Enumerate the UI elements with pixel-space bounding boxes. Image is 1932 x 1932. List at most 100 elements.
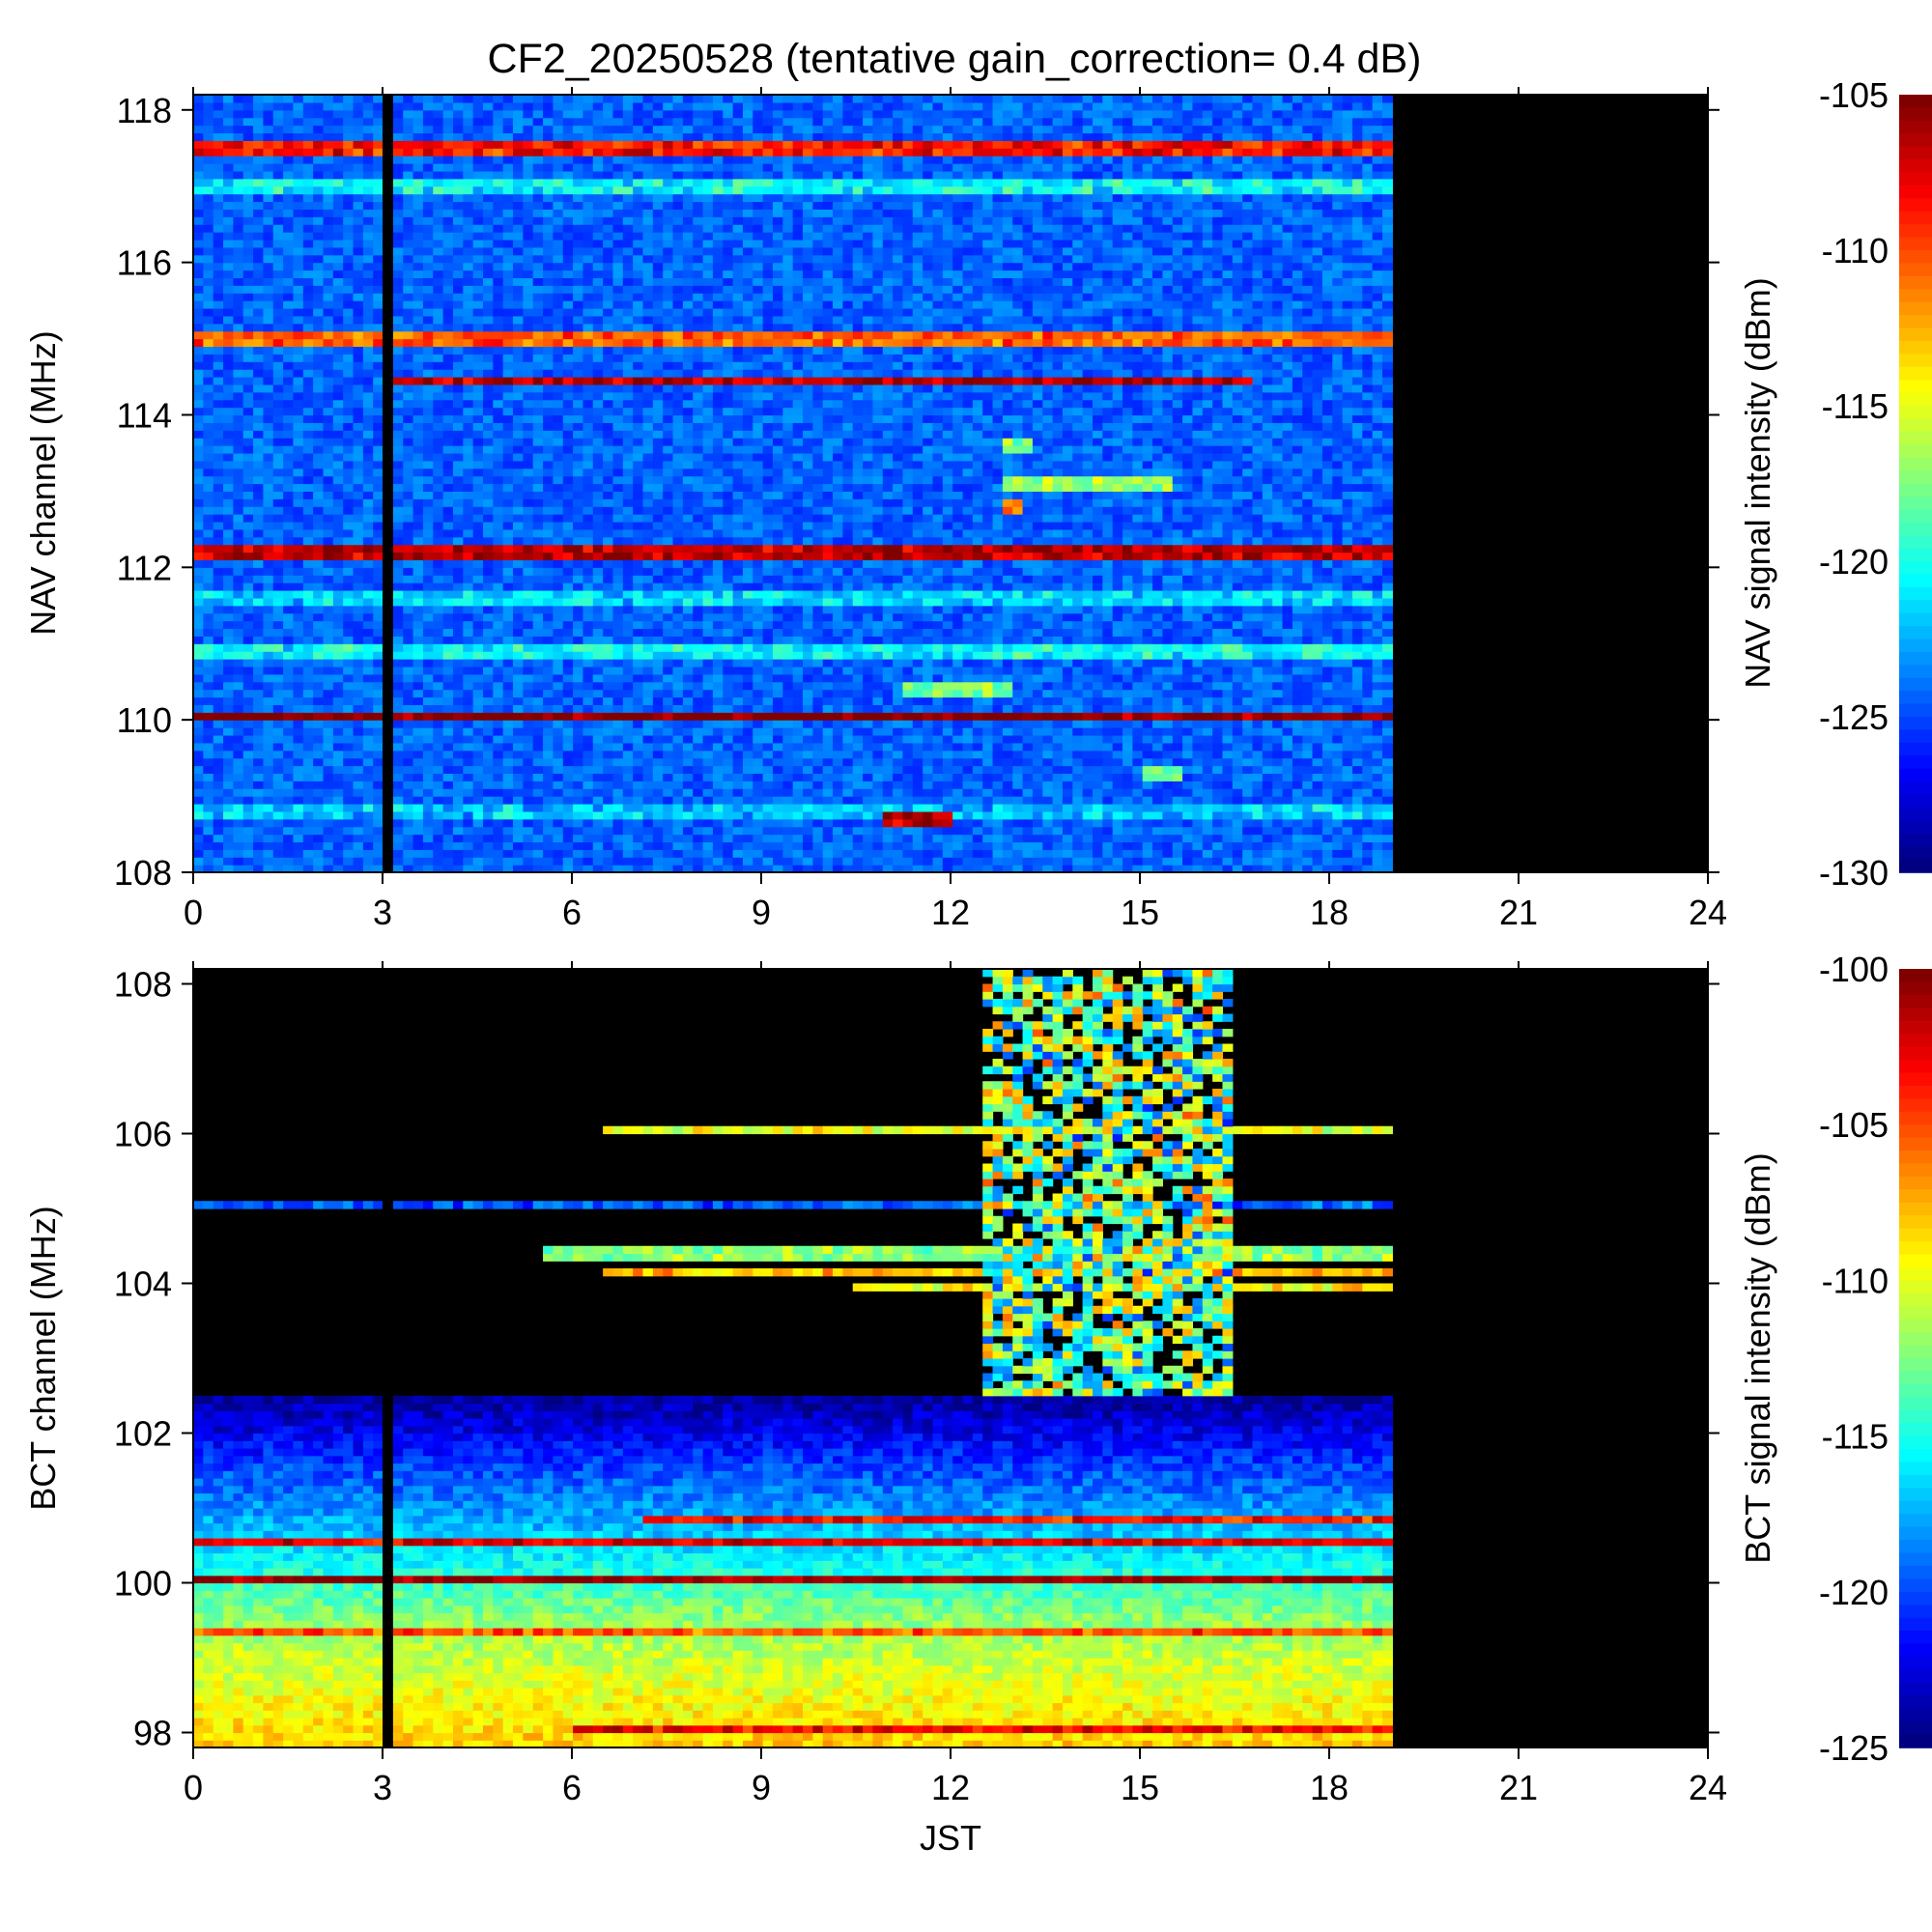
nav-heatmap-cell (952, 804, 963, 811)
nav-heatmap-cell (1072, 590, 1083, 598)
nav-heatmap-cell (543, 827, 554, 835)
nav-heatmap-cell (483, 857, 494, 865)
nav-heatmap-cell (1063, 704, 1073, 712)
nav-heatmap-cell (823, 819, 834, 827)
nav-heatmap-cell (1203, 696, 1213, 704)
nav-heatmap-cell (1042, 811, 1053, 819)
nav-heatmap-cell (463, 796, 473, 804)
nav-heatmap-cell (1053, 735, 1064, 743)
nav-heatmap-cell (1023, 643, 1034, 651)
nav-heatmap-cell (343, 651, 354, 659)
nav-heatmap-cell (1143, 690, 1153, 697)
nav-heatmap-cell (913, 606, 923, 613)
nav-heatmap-cell (883, 743, 894, 751)
nav-heatmap-cell (582, 613, 593, 621)
nav-heatmap-cell (743, 613, 753, 621)
nav-heatmap-cell (793, 553, 804, 560)
nav-heatmap-cell (1272, 849, 1283, 857)
nav-heatmap-cell (563, 827, 574, 835)
nav-heatmap-cell (823, 788, 834, 796)
nav-heatmap-cell (1182, 636, 1193, 643)
nav-heatmap-cell (1233, 857, 1243, 865)
nav-heatmap-cell (1003, 743, 1013, 751)
nav-heatmap-cell (823, 598, 834, 606)
nav-heatmap-cell (523, 773, 533, 781)
nav-heatmap-cell (1253, 773, 1264, 781)
nav-heatmap-cell (1263, 674, 1273, 682)
nav-heatmap-cell (593, 857, 604, 865)
nav-heatmap-cell (354, 758, 364, 766)
nav-heatmap-cell (932, 804, 943, 811)
nav-heatmap-cell (863, 758, 873, 766)
nav-heatmap-cell (273, 659, 284, 667)
nav-heatmap-cell (1203, 758, 1213, 766)
nav-heatmap-cell (733, 857, 744, 865)
nav-heatmap-cell (582, 690, 593, 697)
nav-heatmap-cell (1212, 841, 1223, 849)
nav-heatmap-cell (203, 849, 213, 857)
nav-heatmap-cell (213, 682, 224, 690)
nav-heatmap-cell (1212, 849, 1223, 857)
nav-heatmap-cell (1233, 720, 1243, 727)
nav-heatmap-cell (943, 704, 953, 712)
nav-heatmap-cell (363, 735, 374, 743)
nav-heatmap-cell (872, 712, 883, 720)
nav-heatmap-cell (1093, 674, 1103, 682)
nav-heatmap-cell (1182, 704, 1193, 712)
nav-heatmap-cell (893, 582, 903, 590)
nav-heatmap-cell (763, 804, 774, 811)
nav-heatmap-cell (693, 696, 703, 704)
nav-heatmap-cell (493, 712, 503, 720)
nav-heatmap-cell (703, 659, 714, 667)
nav-heatmap-cell (273, 674, 284, 682)
nav-heatmap-cell (803, 804, 813, 811)
nav-heatmap-cell (963, 811, 974, 819)
nav-heatmap-cell (993, 674, 1004, 682)
nav-heatmap-cell (593, 690, 604, 697)
nav-heatmap-cell (763, 827, 774, 835)
nav-heatmap-cell (963, 788, 974, 796)
nav-heatmap-cell (1023, 667, 1034, 674)
nav-heatmap-cell (1012, 751, 1023, 758)
nav-heatmap-cell (853, 743, 864, 751)
nav-heatmap-cell (593, 606, 604, 613)
nav-heatmap-cell (1322, 621, 1333, 629)
nav-heatmap-cell (1362, 835, 1373, 842)
nav-heatmap-cell (723, 720, 733, 727)
nav-heatmap-cell (1362, 841, 1373, 849)
nav-heatmap-cell (603, 796, 613, 804)
nav-heatmap-cell (673, 811, 684, 819)
nav-heatmap-cell (1283, 613, 1293, 621)
nav-heatmap-cell (1263, 598, 1273, 606)
nav-heatmap-cell (653, 849, 664, 857)
nav-heatmap-cell (973, 651, 983, 659)
nav-heatmap-cell (1352, 682, 1363, 690)
nav-heatmap-cell (323, 553, 333, 560)
nav-heatmap-cell (582, 811, 593, 819)
nav-heatmap-cell (1373, 811, 1383, 819)
nav-heatmap-cell (1122, 712, 1133, 720)
nav-heatmap-cell (1182, 628, 1193, 636)
nav-heatmap-cell (1362, 804, 1373, 811)
nav-heatmap-cell (393, 712, 404, 720)
nav-heatmap-cell (1182, 712, 1193, 720)
nav-heatmap-cell (1302, 553, 1313, 560)
nav-heatmap-cell (573, 727, 583, 735)
nav-heatmap-cell (1102, 773, 1113, 781)
nav-heatmap-cell (982, 835, 993, 842)
nav-heatmap-cell (1222, 857, 1233, 865)
nav-heatmap-cell (1313, 567, 1323, 575)
nav-heatmap-cell (673, 582, 684, 590)
nav-heatmap-cell (1063, 690, 1073, 697)
nav-heatmap-cell (1283, 621, 1293, 629)
nav-heatmap-cell (703, 582, 714, 590)
nav-heatmap-cell (243, 766, 254, 774)
nav-heatmap-cell (863, 743, 873, 751)
nav-heatmap-cell (773, 773, 783, 781)
nav-heatmap-cell (1143, 781, 1153, 788)
nav-heatmap-cell (1302, 651, 1313, 659)
nav-heatmap-cell (883, 751, 894, 758)
nav-heatmap-cell (1322, 559, 1333, 567)
nav-heatmap-cell (993, 781, 1004, 788)
nav-heatmap-cell (1222, 766, 1233, 774)
